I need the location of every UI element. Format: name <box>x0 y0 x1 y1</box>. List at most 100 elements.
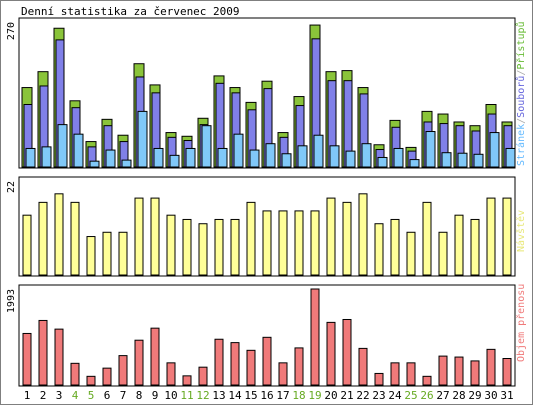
day-tick-label: 31 <box>500 389 513 402</box>
bar-stranek <box>281 153 292 168</box>
bar-volume <box>70 362 80 386</box>
bar-stranek <box>105 149 116 168</box>
day-tick-label: 24 <box>388 389 402 402</box>
bar-visits <box>294 210 304 276</box>
bar-stranek <box>169 154 180 168</box>
bar-stranek <box>505 147 516 168</box>
bar-visits <box>374 223 384 276</box>
day-tick-label: 22 <box>356 389 369 402</box>
bar-visits <box>390 218 400 276</box>
day-tick-label: 20 <box>324 389 337 402</box>
bar-visits <box>342 201 352 276</box>
bar-stranek <box>233 133 244 168</box>
bar-stranek <box>73 133 84 168</box>
bar-visits <box>278 210 288 276</box>
bar-stranek <box>249 149 260 168</box>
bar-volume <box>374 372 384 386</box>
day-tick-label: 4 <box>72 389 79 402</box>
bar-volume <box>502 358 512 386</box>
bar-stranek <box>409 159 420 168</box>
day-tick-label: 9 <box>152 389 159 402</box>
bar-visits <box>38 201 48 276</box>
bar-volume <box>342 318 352 386</box>
bar-volume <box>198 366 208 386</box>
bar-volume <box>166 362 176 386</box>
bar-stranek <box>377 156 388 168</box>
bar-stranek <box>425 131 436 168</box>
bar-volume <box>406 362 416 386</box>
bar-volume <box>246 349 256 386</box>
bar-visits <box>438 231 448 276</box>
bar-stranek <box>393 147 404 168</box>
bar-volume <box>262 336 272 386</box>
day-tick-label: 29 <box>468 389 481 402</box>
legend-part: / <box>516 118 527 124</box>
bar-stranek <box>25 147 36 168</box>
day-tick-label: 15 <box>244 389 257 402</box>
bar-visits <box>486 197 496 276</box>
bar-visits <box>86 236 96 276</box>
legend-part: Souborů <box>515 76 527 118</box>
bar-volume <box>326 321 336 386</box>
bar-visits <box>134 197 144 276</box>
bar-visits <box>246 201 256 276</box>
bar-visits <box>230 218 240 276</box>
bar-visits <box>406 231 416 276</box>
bar-volume <box>102 367 112 386</box>
chart-title: Denní statistika za červenec 2009 <box>21 5 240 18</box>
bar-stranek <box>361 143 372 168</box>
panel-visits-series-label: Návštěv <box>515 210 527 252</box>
bar-visits <box>150 197 160 276</box>
bar-visits <box>358 193 368 276</box>
bar-stranek <box>137 110 148 168</box>
bar-stranek <box>329 145 340 168</box>
bar-visits <box>70 201 80 276</box>
bar-visits <box>502 197 512 276</box>
bar-visits <box>310 210 320 276</box>
bar-visits <box>22 214 32 276</box>
day-tick-label: 8 <box>136 389 143 402</box>
bar-volume <box>278 362 288 386</box>
day-tick-label: 11 <box>180 389 193 402</box>
bar-stranek <box>313 134 324 168</box>
bar-volume <box>230 342 240 386</box>
bar-visits <box>118 231 128 276</box>
bar-visits <box>182 218 192 276</box>
day-tick-label: 18 <box>292 389 305 402</box>
day-tick-label: 3 <box>56 389 63 402</box>
bar-stranek <box>473 153 484 168</box>
day-tick-label: 10 <box>164 389 177 402</box>
bar-stranek <box>153 147 164 168</box>
bar-volume <box>310 288 320 386</box>
day-tick-label: 16 <box>260 389 273 402</box>
day-tick-label: 17 <box>276 389 289 402</box>
day-tick-label: 26 <box>420 389 433 402</box>
day-tick-label: 1 <box>24 389 31 402</box>
bar-volume <box>134 339 144 386</box>
day-tick-label: 30 <box>484 389 497 402</box>
day-tick-label: 27 <box>436 389 449 402</box>
bar-volume <box>86 375 96 386</box>
bar-volume <box>470 360 480 386</box>
bar-visits <box>102 231 112 276</box>
panel-traffic-ymax-label: 270 <box>6 22 17 40</box>
bar-volume <box>22 332 32 386</box>
bar-volume <box>150 327 160 386</box>
bar-volume <box>38 319 48 386</box>
bar-stranek <box>489 132 500 168</box>
bar-volume <box>454 356 464 386</box>
day-tick-label: 25 <box>404 389 417 402</box>
bar-stranek <box>89 160 100 168</box>
bar-visits <box>198 223 208 276</box>
bar-volume <box>358 347 368 386</box>
day-tick-label: 6 <box>104 389 111 402</box>
bar-volume <box>214 338 224 386</box>
bar-volume <box>422 375 432 386</box>
legend-part: / <box>516 70 527 76</box>
bar-volume <box>54 328 64 386</box>
panel-visits-ymax-label: 22 <box>6 181 17 193</box>
day-tick-label: 19 <box>308 389 321 402</box>
panel-volume-ymax-label: 1993 <box>6 289 17 313</box>
day-tick-label: 7 <box>120 389 127 402</box>
